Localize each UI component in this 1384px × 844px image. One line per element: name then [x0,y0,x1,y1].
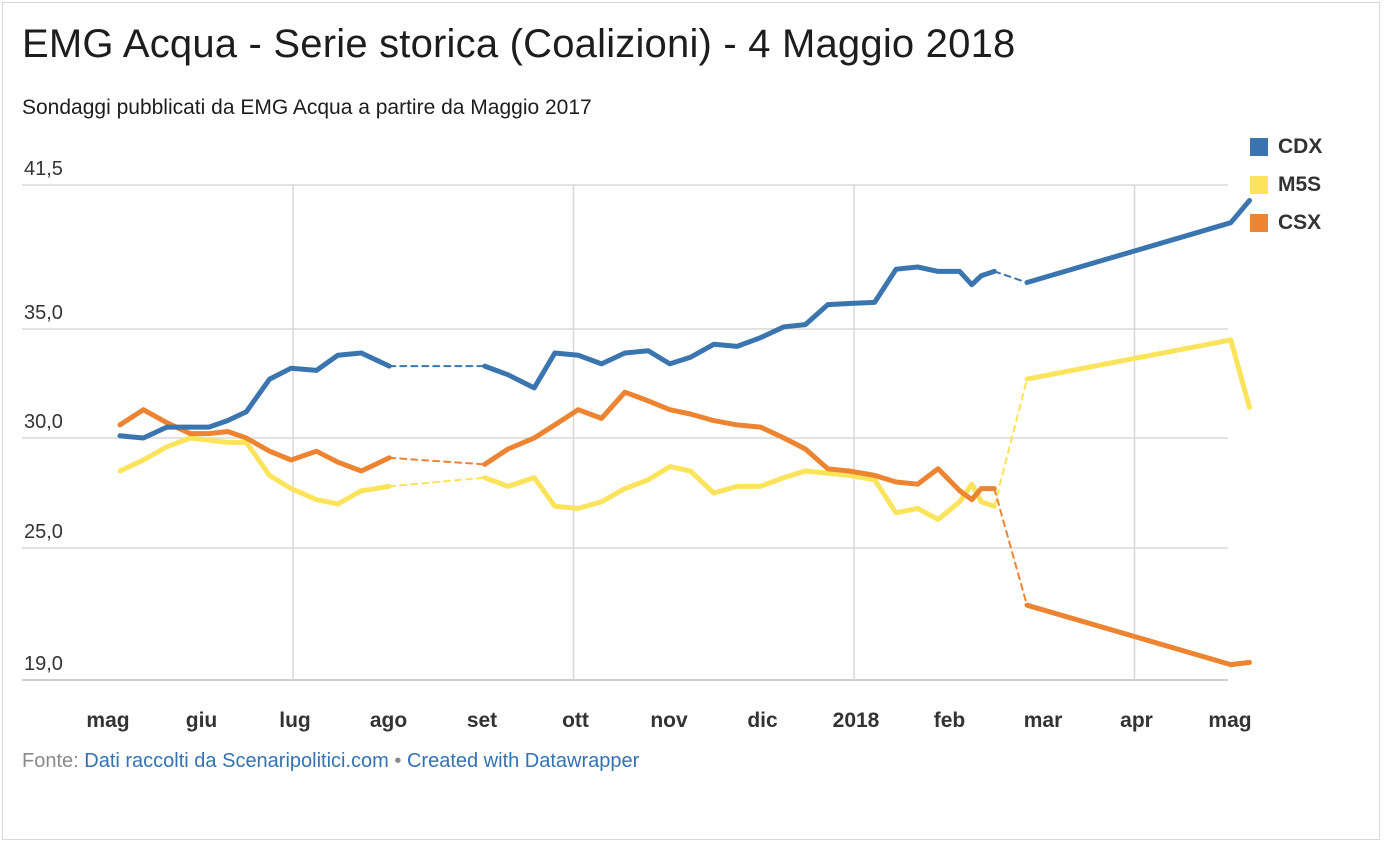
y-tick-label: 30,0 [24,411,63,433]
x-tick-label: ago [370,709,407,732]
x-tick-label: ott [562,709,589,732]
x-tick-label: lug [279,709,311,732]
series-line-csx-dashed [388,456,486,466]
series-line-m5s-dashed [388,476,486,488]
series-line-cdx [482,264,997,391]
legend-swatch-csx [1250,214,1268,232]
series-lines [117,198,1252,668]
series-csx [117,389,1252,668]
legend-swatch-cdx [1250,138,1268,156]
series-line-m5s [1024,337,1252,410]
y-axis-labels: 41,5 35,0 30,0 25,0 19,0 [24,158,63,675]
x-tick-label: set [467,709,497,732]
chart-subtitle: Sondaggi pubblicati da EMG Acqua a parti… [22,96,592,119]
y-tick-label: 41,5 [24,158,63,180]
series-line-cdx [117,350,392,441]
legend-label-m5s: M5S [1278,173,1322,196]
x-tick-label: apr [1120,709,1153,732]
legend-item-cdx[interactable]: CDX [1250,128,1322,166]
x-tick-label: nov [650,709,688,732]
legend-label-cdx: CDX [1278,135,1323,158]
y-tick-label: 35,0 [24,302,63,324]
x-axis-labels: mag giu lug ago set ott nov dic 2018 feb mar apr mag [86,709,1251,732]
x-tick-label: mag [86,709,129,732]
legend-item-m5s[interactable]: M5S [1250,166,1322,204]
series-line-csx [117,407,392,474]
series-line-m5s [482,464,997,522]
series-line-csx [482,389,997,503]
y-tick-label: 25,0 [24,521,63,543]
series-line-cdx-dashed [993,270,1028,284]
y-tick-label: 19,0 [24,653,63,675]
legend-label-csx: CSX [1278,211,1322,234]
legend: CDX M5S CSX [1250,128,1322,242]
x-tick-label: giu [186,709,218,732]
x-tick-label: dic [747,709,778,732]
gridlines [22,184,1228,681]
legend-item-csx[interactable]: CSX [1250,204,1322,242]
series-line-cdx [1024,198,1252,285]
source-link[interactable]: Dati raccolti da Scenaripolitici.com [84,750,389,772]
x-tick-label: feb [934,709,966,732]
legend-swatch-m5s [1250,176,1268,194]
series-cdx [117,198,1252,441]
footer: Fonte: Dati raccolti da Scenaripolitici.… [22,750,639,773]
series-m5s [117,337,1252,522]
source-label: Fonte: [22,750,79,772]
series-line-m5s [117,435,392,507]
x-tick-label: mag [1208,709,1251,732]
series-line-csx [1024,602,1252,668]
series-line-csx-dashed [993,487,1028,607]
x-tick-label: mar [1024,709,1063,732]
series-line-m5s-dashed [993,378,1028,508]
chart-title: EMG Acqua - Serie storica (Coalizioni) -… [22,22,1016,66]
x-tick-label: 2018 [833,709,880,732]
datawrapper-link[interactable]: Created with Datawrapper [406,750,640,772]
footer-separator: • [394,750,402,772]
